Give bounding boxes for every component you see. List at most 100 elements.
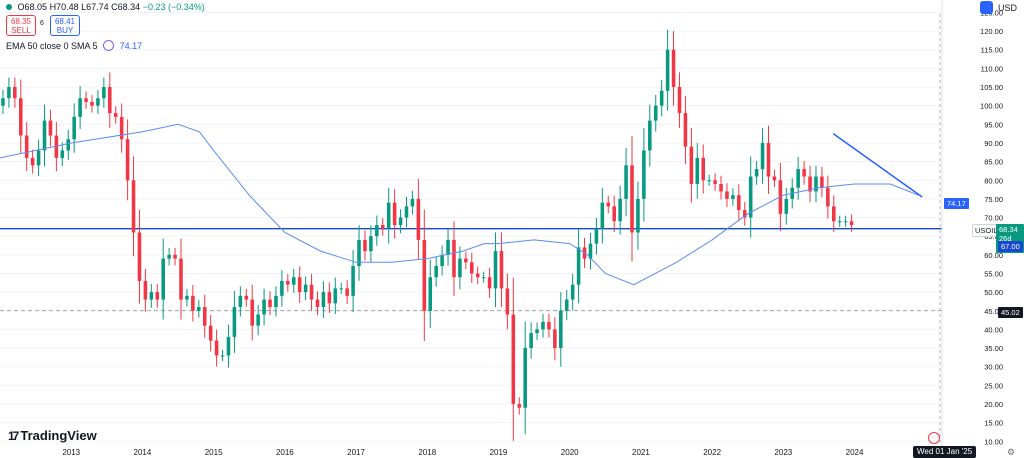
time-tick-label: 2023 (774, 448, 792, 457)
candle-body (826, 187, 830, 207)
candle-body (707, 180, 711, 182)
price-tick-label: 55.00 (984, 269, 1003, 278)
price-tick-label: 120.00 (980, 27, 1003, 36)
candle-body (416, 198, 421, 240)
candle-body (24, 135, 29, 158)
indicator-legend[interactable]: EMA 50 close 0 SMA 5 74.17 (6, 40, 142, 51)
tradingview-logo[interactable]: 17 TradingView (8, 428, 97, 443)
candle-body (600, 202, 605, 229)
candle-body (291, 277, 296, 285)
price-axis[interactable]: 10.00 15.00 20.00 25.00 30.00 35.00 40.00 45.00… (980, 8, 1003, 446)
candle-body (434, 266, 438, 278)
candle-body (612, 206, 616, 222)
buy-label: BUY (56, 26, 74, 35)
buy-button[interactable]: 68.41 BUY (50, 15, 80, 36)
candle-body (701, 157, 705, 181)
candle-body (570, 284, 575, 300)
currency-selector[interactable]: USD (998, 3, 1018, 13)
candle-body (493, 251, 498, 289)
price-tick-label: 95.00 (984, 120, 1003, 129)
candle-body (796, 169, 800, 188)
lightning-icon[interactable] (928, 432, 940, 444)
candle-body (731, 195, 735, 199)
last-price-value: 68.34 (999, 225, 1018, 234)
candle-body (244, 295, 249, 300)
candle-body (464, 258, 468, 263)
candle-body (30, 157, 35, 166)
candle-body (197, 307, 201, 311)
candle-body (422, 239, 427, 311)
candle-body (297, 277, 302, 293)
trendline-segment (832, 133, 923, 198)
candle-body (784, 198, 789, 214)
candle-body (440, 254, 444, 267)
candle-body (60, 150, 65, 158)
sell-label: SELL (11, 26, 31, 35)
price-tick-label: 70.00 (984, 214, 1003, 223)
candle-body (309, 284, 314, 300)
candle-body (808, 176, 812, 192)
candle-body (143, 280, 148, 300)
indicator-value: 74.17 (119, 41, 143, 51)
candle-body (398, 217, 403, 225)
candle-body (559, 310, 563, 349)
candle-body (754, 169, 759, 177)
candle-body (481, 277, 486, 279)
candle-body (547, 321, 551, 330)
candle-body (119, 116, 124, 140)
crosshair-date-label: Wed 01 Jan '25 (913, 446, 977, 458)
candle-body (689, 146, 694, 184)
candle-body (226, 336, 231, 356)
candle-body (13, 87, 17, 99)
price-tick-label: 115.00 (981, 46, 1003, 55)
candle-body (54, 135, 59, 158)
price-tick-label: 45.00 (984, 307, 1003, 316)
candle-body (250, 299, 254, 326)
sell-button[interactable]: 68.35 SELL (6, 15, 36, 36)
price-tick-label: 30.00 (984, 363, 1003, 372)
candle-body (102, 87, 106, 99)
candle-body (505, 288, 510, 315)
candle-body (541, 321, 545, 330)
candle-body (18, 98, 23, 136)
buy-price: 68.41 (54, 17, 76, 26)
candle-body (108, 87, 112, 114)
candle-body (375, 225, 379, 237)
candle-body (321, 292, 326, 308)
candle-body (695, 157, 700, 184)
price-tick-label: 20.00 (984, 400, 1003, 409)
time-axis[interactable]: 2013 2014 2015 2016 2017 2018 2019 2020 2021 2022… (62, 448, 864, 457)
price-tick-label: 10.00 (984, 437, 1003, 446)
candle-body (202, 307, 207, 326)
candle-body (636, 198, 640, 233)
candle-body (392, 202, 397, 225)
candle-body (523, 348, 527, 408)
candle-body (149, 292, 154, 300)
currency-sync-icon[interactable] (980, 1, 993, 14)
candle-body (653, 105, 658, 121)
price-tick-label: 40.00 (984, 325, 1003, 334)
candle-body (843, 221, 848, 223)
candle-body (262, 299, 266, 315)
level-low-label: 45.02 (998, 307, 1023, 318)
ema-line (0, 123, 919, 286)
candle-body (280, 280, 284, 296)
candle-body (594, 228, 599, 244)
candle-body (185, 295, 189, 300)
candle-body (499, 251, 504, 289)
trend-line[interactable] (832, 133, 923, 198)
candle-body (760, 142, 765, 170)
indicator-visibility-icon[interactable] (103, 40, 115, 51)
time-tick-label: 2016 (276, 448, 294, 457)
time-tick-label: 2015 (205, 448, 223, 457)
candle-body (446, 239, 450, 255)
brand-name: TradingView (20, 428, 97, 443)
gear-icon[interactable]: ⚙ (1007, 447, 1016, 457)
candle-body (386, 202, 391, 229)
candle-body (315, 299, 320, 308)
candle-body (648, 120, 652, 151)
candle-body (719, 183, 723, 192)
ohlc-close: C68.34 (111, 2, 141, 12)
candle-body (618, 198, 622, 222)
